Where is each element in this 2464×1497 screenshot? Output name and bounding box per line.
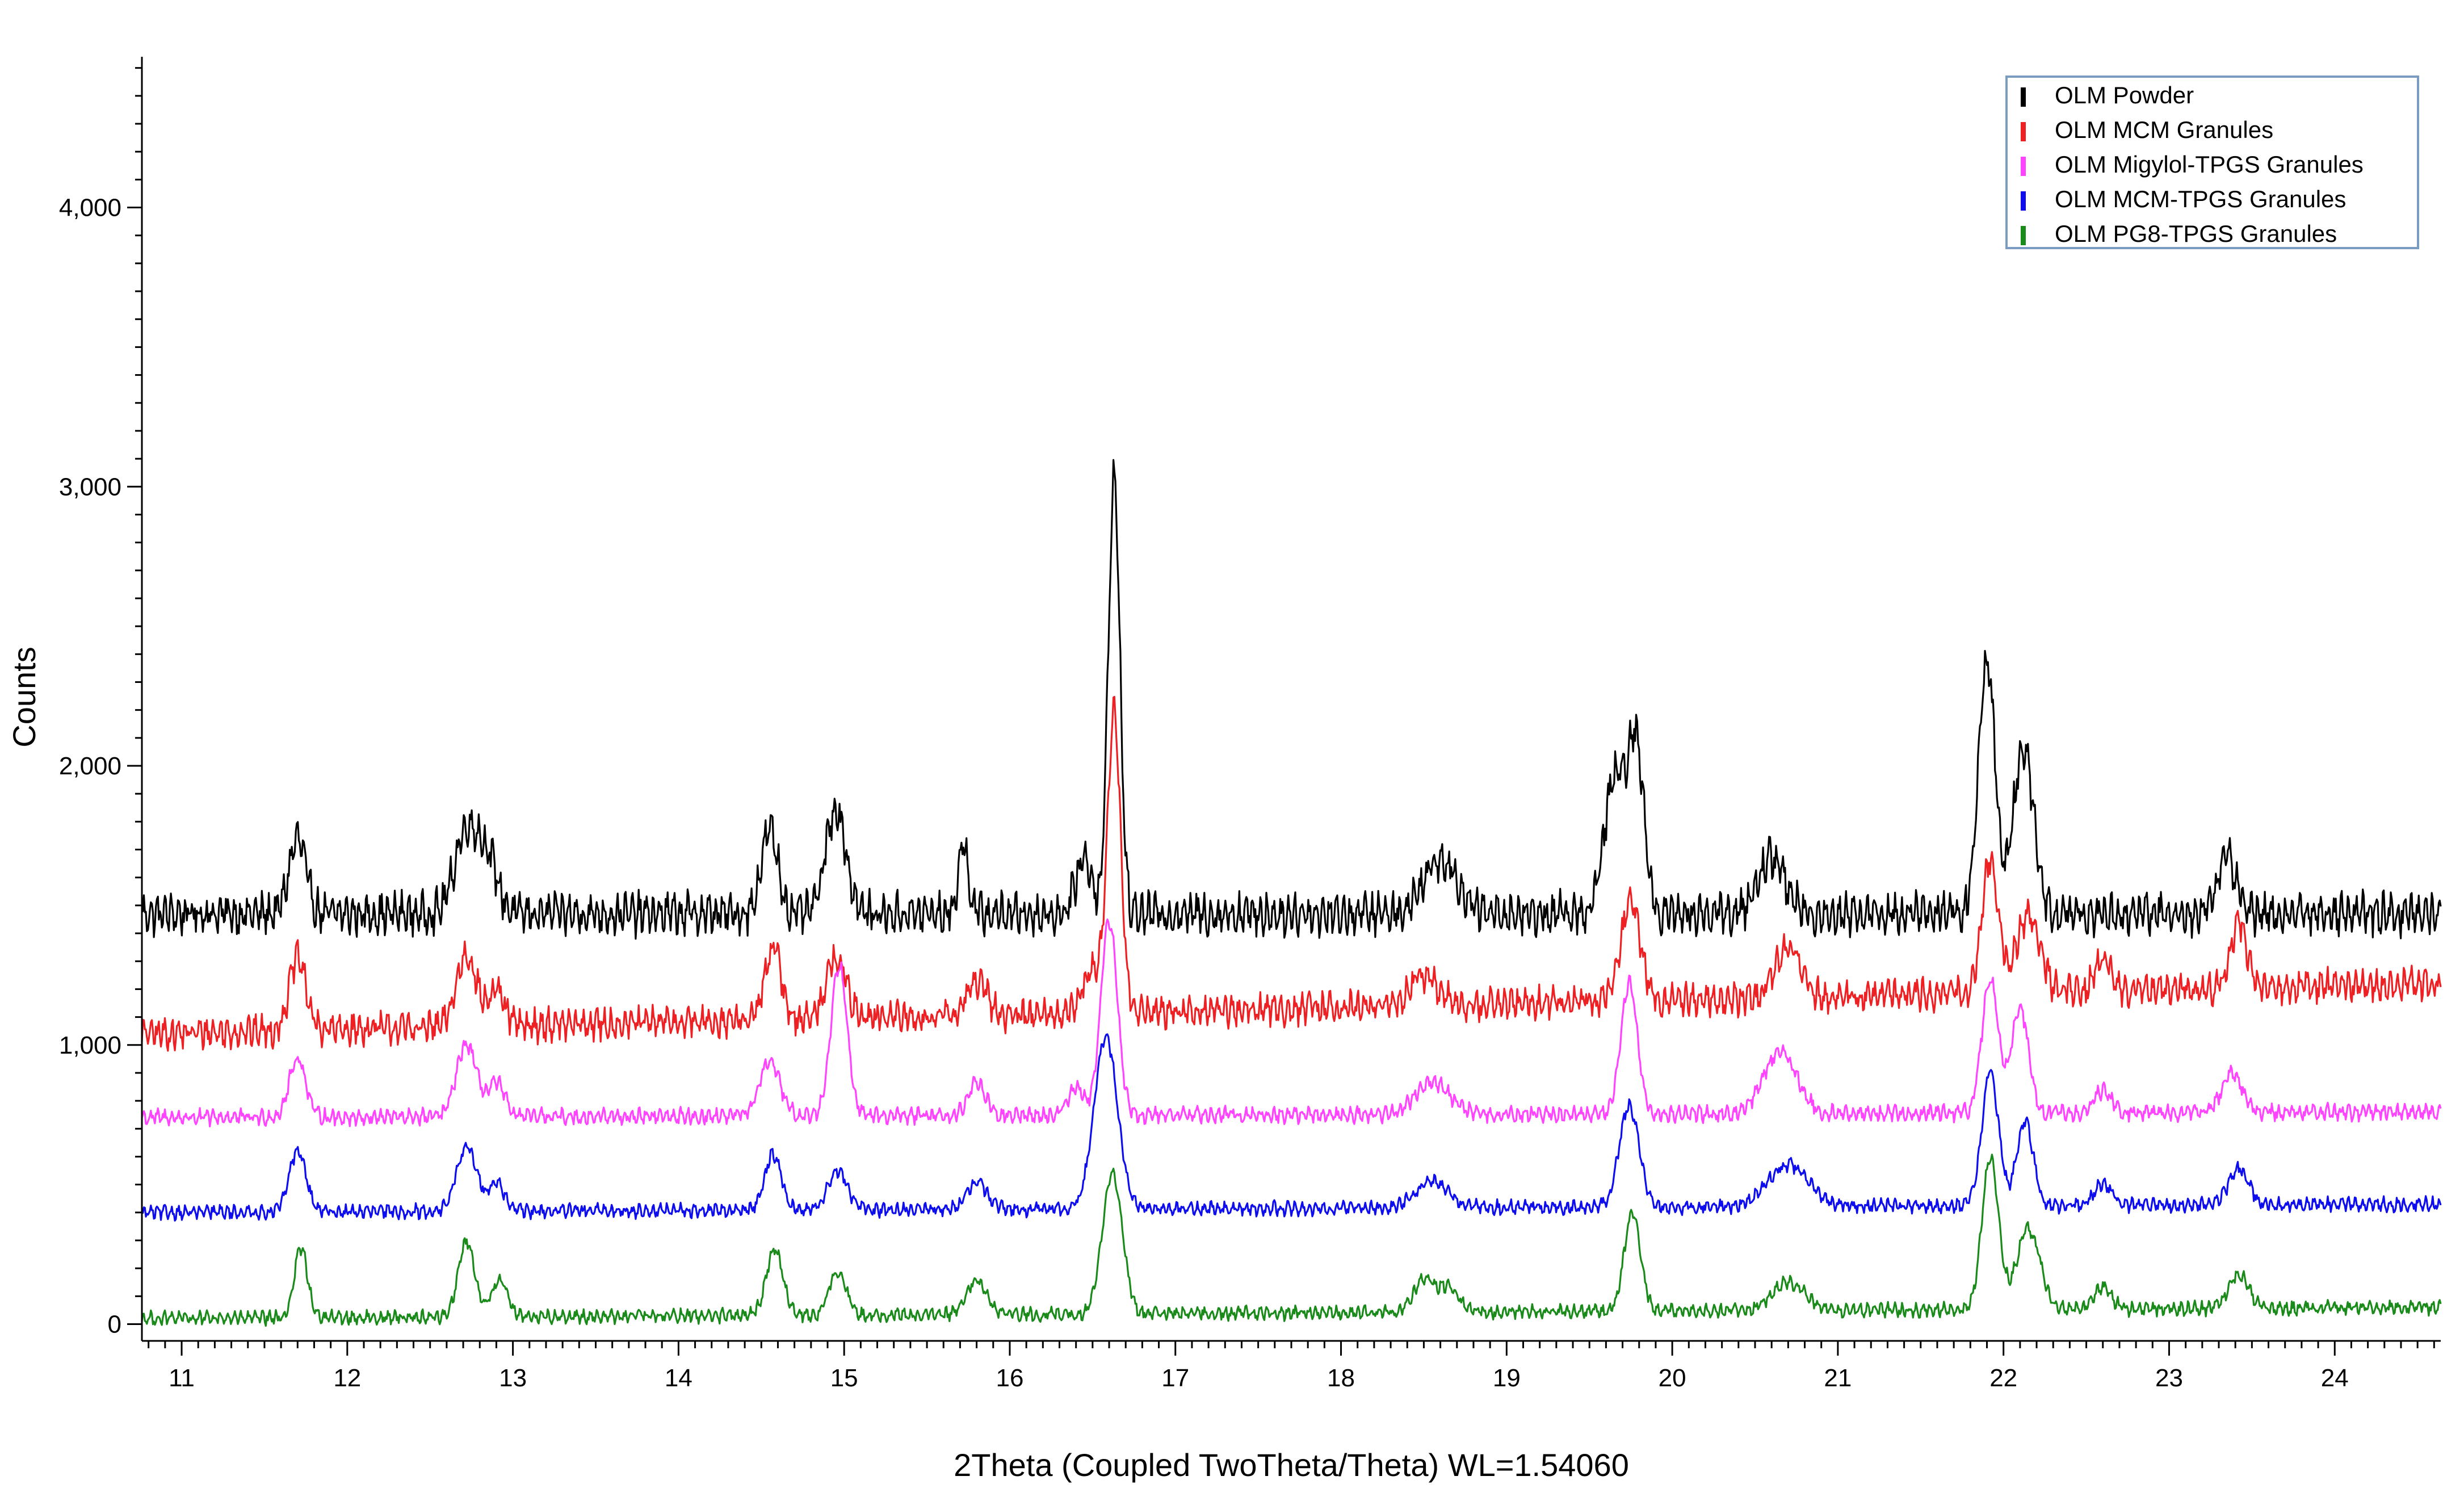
x-tick-label: 22 [1989,1364,2017,1392]
x-tick-label: 20 [1659,1364,1686,1392]
x-tick-label: 15 [830,1364,858,1392]
y-axis-title: Counts [6,647,42,747]
y-tick-label: 4,000 [59,194,121,222]
legend-box [2005,76,2419,249]
x-tick-label: 18 [1327,1364,1355,1392]
legend-label: OLM MCM-TPGS Granules [2055,186,2346,212]
x-ticks: 11 12 13 14 15 16 17 18 19 20 21 22 23 24 [148,1341,2435,1392]
series-line [141,1033,2442,1222]
legend-swatch [2021,191,2026,211]
y-tick-label: 2,000 [59,752,121,780]
series-lines [141,459,2442,1327]
legend-swatch [2021,87,2026,107]
x-axis-title: 2Theta (Coupled TwoTheta/Theta) WL=1.540… [954,1447,1629,1483]
legend-swatch [2021,157,2026,176]
legend-label: OLM Powder [2055,82,2194,108]
legend: OLM Powder OLM MCM Granules OLM Migylol-TP… [2005,76,2419,249]
y-ticks: 0 1,000 2,000 3,000 4,000 [59,67,142,1338]
x-tick-label: 23 [2155,1364,2183,1392]
legend-swatch [2021,122,2026,141]
legend-label: OLM MCM Granules [2055,116,2273,143]
series-line [141,695,2442,1052]
y-tick-label: 1,000 [59,1031,121,1059]
x-tick-label: 11 [169,1364,195,1392]
x-tick-label: 19 [1493,1364,1521,1392]
series-line [141,1154,2442,1327]
x-tick-label: 12 [333,1364,361,1392]
x-tick-label: 17 [1161,1364,1189,1392]
series-line [141,459,2442,940]
legend-swatch [2021,226,2026,245]
x-tick-label: 13 [499,1364,527,1392]
y-tick-label: 3,000 [59,473,121,501]
x-tick-label: 21 [1824,1364,1852,1392]
axes: 0 1,000 2,000 3,000 4,000 11 12 13 14 15 16 17 18 19… [59,57,2441,1392]
series-line [141,918,2442,1127]
legend-label: OLM Migylol-TPGS Granules [2055,151,2364,178]
y-tick-label: 0 [108,1310,121,1338]
legend-label: OLM PG8-TPGS Granules [2055,220,2337,247]
x-tick-label: 14 [665,1364,692,1392]
x-tick-label: 16 [996,1364,1023,1392]
x-tick-label: 24 [2321,1364,2349,1392]
